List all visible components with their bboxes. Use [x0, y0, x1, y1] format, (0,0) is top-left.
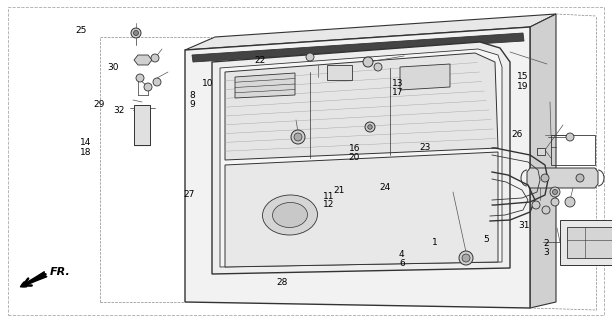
Text: 18: 18 — [80, 148, 91, 157]
Text: 4: 4 — [399, 250, 405, 259]
Text: 29: 29 — [93, 100, 105, 109]
Circle shape — [463, 255, 469, 261]
Text: 31: 31 — [518, 221, 530, 230]
Circle shape — [374, 63, 382, 71]
Text: 10: 10 — [202, 79, 214, 88]
Polygon shape — [134, 105, 150, 145]
Text: 21: 21 — [334, 186, 345, 195]
Circle shape — [460, 252, 472, 264]
Polygon shape — [567, 227, 612, 258]
Polygon shape — [530, 14, 556, 308]
Polygon shape — [235, 73, 295, 98]
Polygon shape — [537, 148, 545, 155]
Polygon shape — [225, 152, 498, 267]
Circle shape — [296, 134, 300, 140]
Polygon shape — [225, 53, 498, 160]
Text: 5: 5 — [483, 235, 489, 244]
Text: 8: 8 — [190, 92, 195, 100]
Text: 25: 25 — [75, 26, 87, 35]
Polygon shape — [185, 27, 530, 308]
Circle shape — [291, 130, 305, 144]
Text: 17: 17 — [392, 88, 403, 97]
Circle shape — [459, 251, 473, 265]
Circle shape — [133, 30, 138, 36]
Polygon shape — [560, 220, 612, 265]
Circle shape — [144, 83, 152, 91]
Text: 13: 13 — [392, 79, 403, 88]
Text: 30: 30 — [107, 63, 119, 72]
Polygon shape — [527, 168, 598, 188]
Text: 14: 14 — [80, 138, 91, 147]
Text: 11: 11 — [323, 192, 334, 201]
Text: 27: 27 — [184, 190, 195, 199]
Polygon shape — [134, 55, 152, 65]
Text: FR.: FR. — [50, 267, 71, 277]
Text: 32: 32 — [113, 106, 125, 115]
Circle shape — [294, 133, 302, 141]
Circle shape — [576, 174, 584, 182]
Circle shape — [553, 189, 558, 195]
Text: 24: 24 — [379, 183, 390, 192]
Circle shape — [551, 198, 559, 206]
Text: 15: 15 — [517, 72, 529, 81]
Circle shape — [462, 254, 470, 262]
Text: 26: 26 — [512, 130, 523, 139]
Circle shape — [541, 174, 549, 182]
Polygon shape — [220, 49, 502, 267]
Circle shape — [566, 133, 574, 141]
Circle shape — [532, 201, 540, 209]
Ellipse shape — [263, 195, 318, 235]
Text: 22: 22 — [254, 56, 265, 65]
Circle shape — [136, 74, 144, 82]
Polygon shape — [212, 42, 510, 274]
Circle shape — [368, 125, 372, 129]
Text: 16: 16 — [349, 144, 360, 153]
Text: 3: 3 — [543, 248, 549, 257]
Text: 28: 28 — [277, 278, 288, 287]
Text: 20: 20 — [349, 153, 360, 162]
Ellipse shape — [272, 203, 307, 228]
Polygon shape — [327, 65, 352, 80]
Circle shape — [363, 57, 373, 67]
Circle shape — [542, 206, 550, 214]
Text: 23: 23 — [419, 143, 431, 152]
Circle shape — [565, 197, 575, 207]
Circle shape — [365, 122, 375, 132]
Text: 19: 19 — [517, 82, 529, 91]
Circle shape — [306, 53, 314, 61]
Circle shape — [550, 187, 560, 197]
Text: 12: 12 — [323, 200, 334, 209]
Circle shape — [151, 54, 159, 62]
Text: 6: 6 — [399, 259, 405, 268]
Text: 2: 2 — [543, 239, 549, 248]
Polygon shape — [192, 33, 524, 62]
Polygon shape — [185, 14, 556, 50]
Text: 1: 1 — [432, 238, 438, 247]
Circle shape — [153, 78, 161, 86]
Text: 9: 9 — [190, 100, 195, 109]
Circle shape — [131, 28, 141, 38]
Polygon shape — [400, 64, 450, 90]
Circle shape — [292, 131, 304, 143]
